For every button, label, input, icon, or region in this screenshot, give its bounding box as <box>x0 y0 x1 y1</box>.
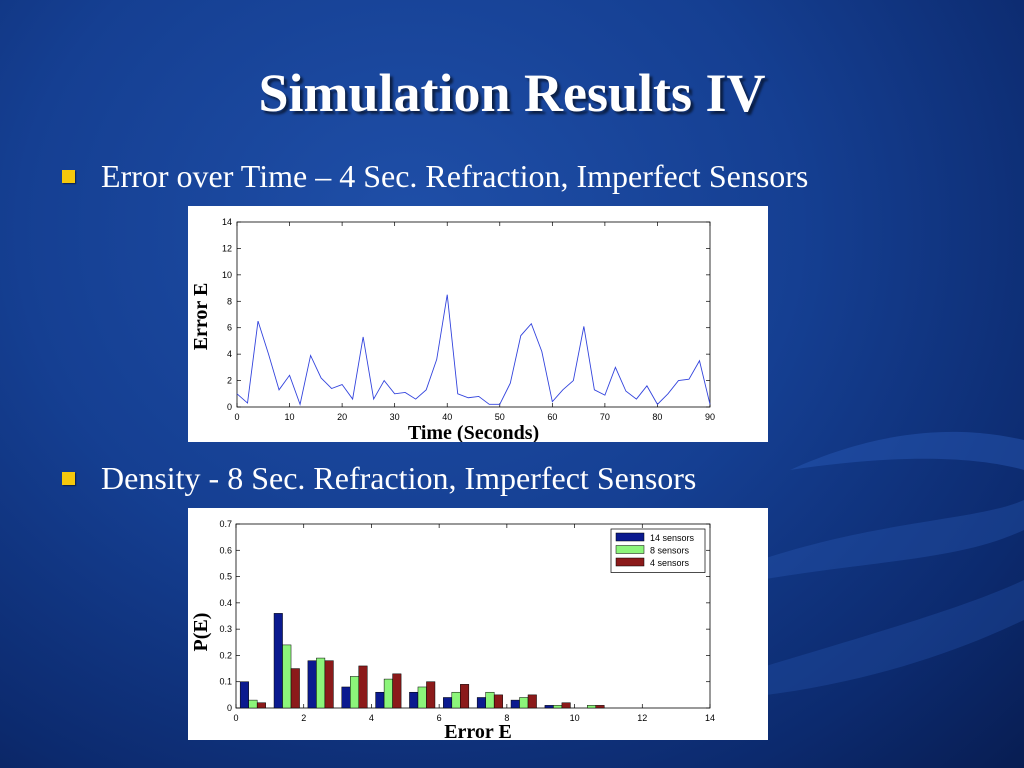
plot-frame <box>235 523 711 709</box>
x-tick-label: 90 <box>705 412 715 422</box>
slide-title: Simulation Results IV <box>258 63 766 123</box>
y-tick-label: 6 <box>227 323 232 333</box>
bar-4-sensors <box>595 705 605 709</box>
bar-8-sensors <box>587 705 596 709</box>
bar-8-sensors <box>350 676 359 709</box>
bullet-item-2: Density - 8 Sec. Refraction, Imperfect S… <box>62 460 696 497</box>
x-tick-label: 6 <box>437 713 442 723</box>
x-tick-label: 50 <box>495 412 505 422</box>
y-tick-label: 10 <box>222 270 232 280</box>
y-tick-label: 0.7 <box>219 519 232 529</box>
x-tick-label: 80 <box>652 412 662 422</box>
bar-4-sensors <box>358 665 368 709</box>
bar-4-sensors <box>527 694 537 709</box>
legend-label: 14 sensors <box>650 533 695 543</box>
bar-4-sensors <box>392 673 402 709</box>
legend-swatch <box>615 532 645 542</box>
bar-8-sensors <box>553 705 563 709</box>
bar-14-sensors <box>443 697 453 709</box>
y-tick-label: 0.6 <box>219 545 232 555</box>
y-tick-label: 8 <box>227 296 232 306</box>
x-tick-label: 20 <box>337 412 347 422</box>
x-tick-label: 70 <box>600 412 610 422</box>
plot-frame <box>236 221 711 408</box>
bullet-marker-icon <box>62 472 75 485</box>
bullet-text-1: Error over Time – 4 Sec. Refraction, Imp… <box>101 158 809 194</box>
bar-14-sensors <box>273 613 283 709</box>
y-axis-label: P(E) <box>190 613 212 652</box>
bar-8-sensors <box>383 678 393 709</box>
bar-4-sensors <box>256 702 266 709</box>
y-tick-label: 2 <box>227 376 232 386</box>
legend-swatch <box>615 557 645 567</box>
bar-4-sensors <box>460 684 470 709</box>
x-tick-label: 10 <box>285 412 295 422</box>
bar-8-sensors <box>451 691 461 709</box>
bullet-item-1: Error over Time – 4 Sec. Refraction, Imp… <box>62 158 808 195</box>
y-tick-label: 14 <box>222 217 232 227</box>
density-bar-chart: 0 2 4 6 8 10 12 14 0 0.1 0.2 0.3 0.4 0.5 0.6 0.7 14 sens… <box>190 519 715 743</box>
y-tick-label: 12 <box>222 243 232 253</box>
x-tick-label: 0 <box>234 412 239 422</box>
bar-8-sensors <box>519 697 529 709</box>
y-tick-label: 0 <box>227 402 232 412</box>
error-over-time-chart: 0 10 20 30 40 50 60 70 80 90 0 2 4 6 8 10 12 14 Time (Seco… <box>190 217 715 444</box>
bar-8-sensors <box>282 644 292 709</box>
y-tick-label: 4 <box>227 349 232 359</box>
bullet-marker-icon <box>62 170 75 183</box>
x-axis-label: Error E <box>444 721 512 740</box>
bar-14-sensors <box>307 660 317 709</box>
bar-14-sensors <box>239 681 249 709</box>
bar-14-sensors <box>341 686 351 709</box>
y-tick-label: 0.1 <box>219 677 232 687</box>
error-series-line <box>236 294 711 406</box>
x-tick-label: 0 <box>233 713 238 723</box>
y-tick-label: 0.5 <box>219 572 232 582</box>
bar-14-sensors <box>476 697 486 709</box>
y-tick-label: 0.3 <box>219 624 232 634</box>
bar-8-sensors <box>485 691 495 709</box>
bar-4-sensors <box>290 668 300 709</box>
bar-4-sensors <box>426 681 436 709</box>
bar-4-sensors <box>324 660 334 709</box>
bar-8-sensors <box>417 686 427 709</box>
x-tick-label: 10 <box>570 713 580 723</box>
x-axis-label: Time (Seconds) <box>408 422 539 442</box>
y-tick-label: 0 <box>227 703 232 713</box>
bar-8-sensors <box>248 699 258 709</box>
line-chart-panel: 0 10 20 30 40 50 60 70 80 90 0 2 4 6 8 10 12 14 Time (Seco… <box>188 206 768 444</box>
x-tick-label: 4 <box>369 713 374 723</box>
y-tick-label: 0.2 <box>219 650 232 660</box>
x-tick-label: 40 <box>442 412 452 422</box>
y-tick-label: 0.4 <box>219 598 232 608</box>
bar-4-sensors <box>493 694 503 709</box>
bullet-text-2: Density - 8 Sec. Refraction, Imperfect S… <box>101 460 697 496</box>
legend-swatch <box>615 545 645 554</box>
x-tick-label: 30 <box>390 412 400 422</box>
bar-chart-panel: 0 2 4 6 8 10 12 14 0 0.1 0.2 0.3 0.4 0.5 0.6 0.7 14 sens… <box>188 508 768 743</box>
bar-14-sensors <box>510 699 520 709</box>
bar-14-sensors <box>375 691 385 709</box>
x-tick-label: 2 <box>301 713 306 723</box>
y-axis-label: Error E <box>190 283 212 351</box>
legend-label: 4 sensors <box>650 558 690 568</box>
bar-14-sensors <box>544 705 554 709</box>
x-tick-label: 60 <box>547 412 557 422</box>
bar-4-sensors <box>561 702 571 709</box>
x-tick-label: 12 <box>637 713 647 723</box>
bar-14-sensors <box>409 691 419 709</box>
x-tick-label: 14 <box>705 713 715 723</box>
x-tick-label: 8 <box>504 713 509 723</box>
legend-label: 8 sensors <box>650 546 690 556</box>
bar-8-sensors <box>316 657 326 709</box>
